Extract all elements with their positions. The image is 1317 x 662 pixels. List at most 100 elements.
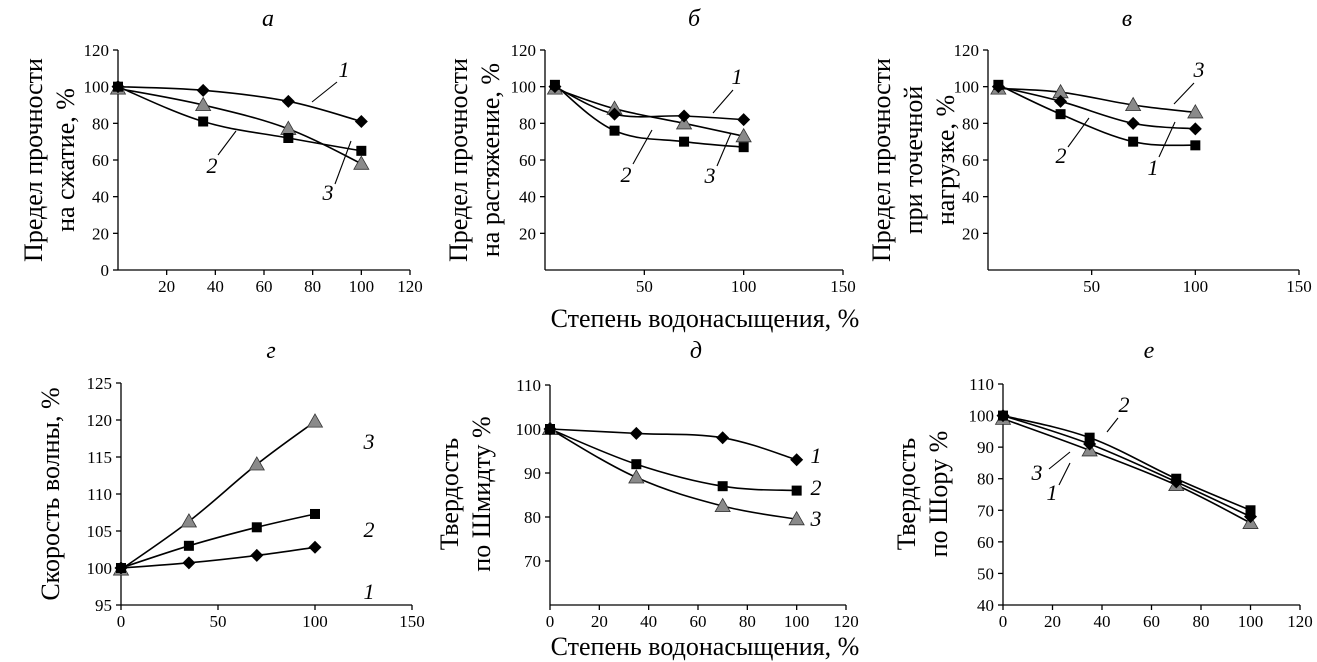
- series-line-2: [549, 428, 797, 492]
- x-tick-label: 100: [784, 612, 810, 631]
- data-point-square: [310, 508, 320, 519]
- series-label-1: 1: [811, 443, 822, 468]
- data-point-diamond: [1244, 510, 1257, 524]
- series-line-1: [998, 85, 1196, 130]
- y-axis-label: на сжатие, %: [51, 88, 80, 232]
- data-point-triangle: [714, 497, 731, 513]
- x-tick-label: 50: [636, 277, 653, 296]
- data-point-triangle: [194, 96, 212, 112]
- series-line-3: [549, 428, 797, 520]
- data-point-diamond: [281, 94, 295, 108]
- series-line-3: [998, 87, 1196, 114]
- series-label-2: 2: [207, 153, 218, 178]
- chart-panel-5: 70 80 90 100 110 0 20 40 60 80 100 120 д Твердость по …: [435, 338, 859, 631]
- y-tick-label: 60: [977, 533, 994, 552]
- series-leader-line-3: [1048, 451, 1071, 470]
- data-point-diamond: [629, 426, 643, 440]
- series-line-1: [120, 546, 316, 569]
- data-point-diamond: [677, 109, 691, 123]
- y-tick-label: 50: [977, 564, 994, 583]
- series-label-3: 3: [1031, 460, 1043, 485]
- data-point-triangle: [280, 120, 297, 135]
- y-tick-label: 95: [95, 596, 112, 615]
- y-tick-label: 120: [84, 41, 110, 60]
- data-point-diamond: [111, 80, 125, 94]
- y-tick-label: 60: [92, 151, 109, 170]
- y-tick-label: 100: [969, 407, 995, 426]
- y-axis-label: нагрузке, %: [931, 95, 960, 225]
- series-leader-line-3: [1173, 82, 1195, 105]
- series-line-3: [117, 87, 362, 165]
- data-point-square: [283, 133, 294, 143]
- data-point-square: [1055, 109, 1066, 120]
- data-point-triangle: [180, 513, 198, 528]
- y-axis-label: Скорость волны, %: [36, 387, 65, 600]
- panel-label: д: [690, 338, 702, 364]
- series-label-2: 2: [811, 475, 822, 500]
- data-point-square: [198, 116, 209, 127]
- x-tick-label: 100: [1238, 612, 1264, 631]
- x-tick-label: 0: [117, 612, 126, 631]
- x-tick-label: 80: [304, 277, 321, 296]
- data-point-diamond: [354, 115, 368, 128]
- y-tick-label: 120: [87, 411, 113, 430]
- x-tick-label: 0: [999, 612, 1008, 631]
- series-leader-line-1: [1058, 462, 1071, 486]
- x-tick-label: 120: [833, 612, 859, 631]
- data-point-diamond: [543, 422, 557, 436]
- y-tick-label: 100: [516, 420, 542, 439]
- y-tick-label: 80: [977, 470, 994, 489]
- series-leader-line-2: [1106, 417, 1119, 433]
- x-tick-label: 120: [1287, 612, 1313, 631]
- y-tick-label: 100: [84, 78, 110, 97]
- panel-label: в: [1122, 6, 1132, 32]
- y-tick-label: 115: [87, 448, 112, 467]
- data-point-diamond: [182, 556, 196, 570]
- y-tick-label: 110: [87, 485, 112, 504]
- y-tick-label: 40: [977, 596, 994, 615]
- series-label-3: 3: [810, 506, 822, 531]
- x-tick-label: 60: [1143, 612, 1160, 631]
- x-tick-label: 100: [349, 277, 375, 296]
- series-line-2: [998, 84, 1196, 147]
- data-point-diamond: [196, 83, 210, 97]
- data-point-triangle: [735, 127, 752, 143]
- data-point-triangle: [1187, 104, 1204, 119]
- y-tick-label: 40: [92, 188, 109, 207]
- data-point-triangle: [248, 456, 265, 471]
- y-axis-label: Твердость: [892, 438, 921, 551]
- x-tick-label: 40: [1094, 612, 1111, 631]
- data-point-square: [717, 481, 728, 492]
- data-point-square: [251, 522, 262, 533]
- y-tick-label: 20: [519, 224, 536, 243]
- data-point-triangle: [353, 155, 370, 170]
- y-axis-label: по Шору %: [924, 431, 953, 557]
- panel-label: е: [1144, 338, 1155, 364]
- y-tick-label: 70: [524, 552, 541, 571]
- series-leader-line-1: [712, 89, 734, 114]
- y-tick-label: 105: [87, 522, 113, 541]
- data-point-square: [183, 540, 194, 551]
- x-tick-label: 150: [830, 277, 856, 296]
- data-point-diamond: [737, 113, 751, 127]
- series-line-2: [120, 513, 316, 569]
- series-label-1: 1: [1047, 480, 1058, 505]
- x-tick-label: 80: [739, 612, 756, 631]
- data-point-diamond: [250, 548, 264, 562]
- y-tick-label: 100: [954, 78, 980, 97]
- y-axis-label: Предел прочности: [867, 58, 896, 262]
- x-tick-label: 20: [1044, 612, 1061, 631]
- series-label-1: 1: [1148, 155, 1159, 180]
- data-point-diamond: [1126, 116, 1140, 130]
- y-tick-label: 100: [511, 78, 537, 97]
- y-tick-label: 90: [977, 438, 994, 457]
- x-tick-label: 100: [731, 277, 757, 296]
- x-tick-label: 20: [158, 277, 175, 296]
- x-tick-label: 40: [207, 277, 224, 296]
- data-point-diamond: [1188, 122, 1202, 136]
- chart-panel-3: 20 40 60 80 100 120 50 100 150 в Предел прочности п…: [867, 6, 1312, 296]
- x-tick-label: 60: [690, 612, 707, 631]
- series-label-1: 1: [364, 579, 375, 604]
